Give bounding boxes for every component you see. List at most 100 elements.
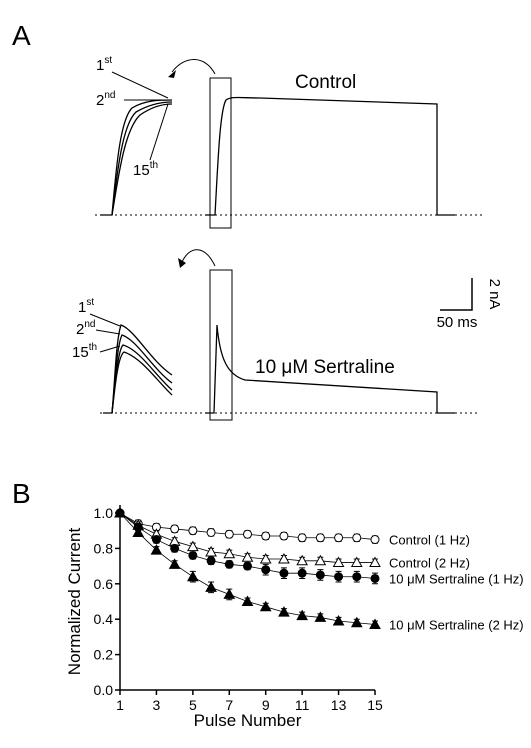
marker xyxy=(334,533,344,543)
marker xyxy=(188,526,198,536)
pulse-label: 2nd xyxy=(96,90,115,109)
condition-label: Control xyxy=(295,72,356,93)
scale-bar: 2 nA 50 ms xyxy=(437,278,503,331)
marker xyxy=(350,556,363,568)
marker xyxy=(314,554,327,566)
pulse-number: 2 xyxy=(96,92,104,109)
marker xyxy=(279,568,289,578)
x-axis-title: Pulse Number xyxy=(194,711,302,730)
pulse-suffix: st xyxy=(104,55,112,66)
pulse-suffix: nd xyxy=(104,90,115,101)
scale-current: 2 nA xyxy=(486,279,503,310)
marker xyxy=(352,533,362,543)
marker xyxy=(151,535,161,545)
marker xyxy=(279,531,289,541)
y-tick-label: 0.4 xyxy=(94,611,114,627)
x-tick-label: 13 xyxy=(331,697,347,713)
drug-traces: 1st 2nd 15th 10 μM Sertraline xyxy=(72,249,480,421)
marker xyxy=(296,609,308,621)
trace xyxy=(111,351,173,414)
marker xyxy=(168,558,181,569)
y-tick-label: 0.0 xyxy=(94,682,114,698)
marker xyxy=(296,554,308,566)
y-axis-title: Normalized Current xyxy=(65,528,84,676)
pulse-number: 1 xyxy=(96,57,104,74)
zoom-box xyxy=(209,269,233,421)
pulse-suffix: th xyxy=(89,342,97,353)
pulse-number: 15 xyxy=(72,344,89,361)
marker xyxy=(350,616,363,628)
marker xyxy=(278,552,290,564)
condition-label: 10 μM Sertraline xyxy=(255,357,395,378)
marker xyxy=(314,611,327,622)
trace xyxy=(111,101,173,216)
control-traces: 1st 2nd 15th Control xyxy=(95,55,485,229)
pulse-label: 2nd xyxy=(76,319,95,338)
trace xyxy=(111,103,173,216)
x-tick-label: 5 xyxy=(189,697,197,713)
marker xyxy=(205,581,217,592)
pulse-suffix: th xyxy=(150,160,158,171)
arrow xyxy=(181,249,216,267)
marker xyxy=(205,545,217,557)
marker xyxy=(243,529,252,539)
marker xyxy=(150,544,163,555)
marker xyxy=(297,533,307,543)
marker xyxy=(187,570,199,582)
y-tick-label: 0.8 xyxy=(94,540,114,556)
trace xyxy=(111,334,173,414)
marker xyxy=(223,547,236,559)
series-label: Control (2 Hz) xyxy=(389,556,470,571)
scale-lines xyxy=(440,278,473,311)
x-tick-label: 1 xyxy=(116,697,124,713)
pulse-label: 15th xyxy=(133,160,158,179)
arrowhead xyxy=(178,258,186,268)
panel-label: B xyxy=(12,478,31,509)
trace xyxy=(205,96,455,216)
marker xyxy=(132,526,145,537)
trace xyxy=(205,324,455,414)
marker xyxy=(206,556,216,566)
marker xyxy=(332,614,345,626)
marker xyxy=(297,568,307,578)
zoom-box xyxy=(209,77,232,229)
y-tick-label: 0.6 xyxy=(94,576,114,592)
marker xyxy=(224,559,234,569)
pointers xyxy=(89,313,121,353)
arrow xyxy=(171,59,216,75)
pulse-number: 1 xyxy=(78,299,86,316)
pulse-number: 15 xyxy=(133,162,150,179)
marker xyxy=(243,561,252,571)
marker xyxy=(224,529,234,539)
marker xyxy=(241,551,254,562)
pulse-suffix: st xyxy=(86,297,94,308)
marker xyxy=(206,527,216,537)
marker xyxy=(334,572,344,582)
marker xyxy=(315,533,325,543)
marker xyxy=(332,556,345,568)
panel-label: A xyxy=(12,20,31,51)
marker xyxy=(170,524,180,534)
marker xyxy=(352,572,362,582)
y-tick-label: 1.0 xyxy=(94,505,114,521)
marker xyxy=(187,540,199,552)
marker xyxy=(259,600,272,612)
scale-time: 50 ms xyxy=(437,314,478,331)
marker xyxy=(261,565,271,575)
trace xyxy=(100,99,173,216)
marker xyxy=(188,550,198,560)
marker xyxy=(261,531,271,541)
marker xyxy=(278,606,290,617)
marker xyxy=(114,506,126,518)
pulse-label: 1st xyxy=(96,55,112,74)
arrowhead xyxy=(168,70,176,78)
marker xyxy=(241,595,254,606)
marker xyxy=(370,535,380,545)
x-tick-label: 11 xyxy=(295,697,310,713)
marker xyxy=(369,556,381,568)
pulse-suffix: nd xyxy=(84,319,95,330)
y-tick-label: 0.2 xyxy=(94,647,114,663)
